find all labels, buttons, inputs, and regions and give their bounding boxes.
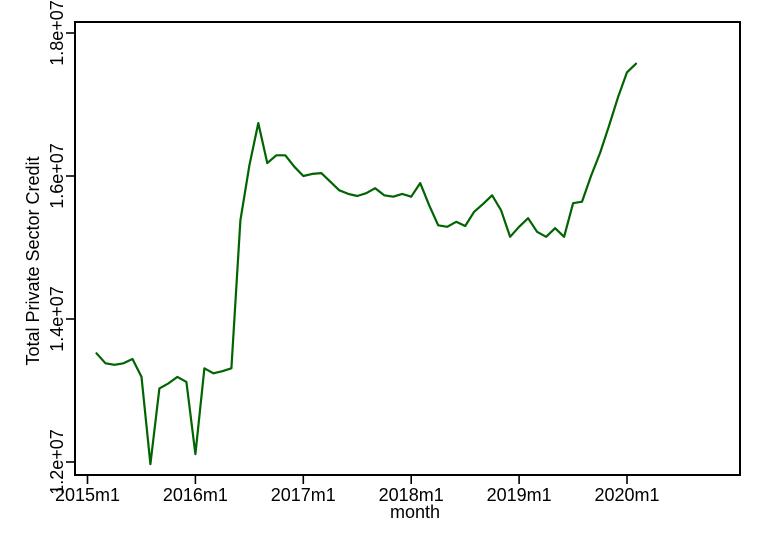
x-tick-label: 2017m1 — [270, 485, 336, 505]
x-tick-label: 2018m1 — [378, 485, 444, 505]
x-tick-label: 2019m1 — [486, 485, 552, 505]
axis-tick-marks — [66, 32, 628, 484]
y-tick-label: 1.8e+07 — [47, 0, 67, 66]
y-axis-title: Total Private Sector Credit — [23, 156, 43, 366]
x-tick-label: 2015m1 — [54, 485, 121, 505]
y-tick-label: 1.4e+07 — [47, 286, 67, 352]
x-tick-label: 2016m1 — [162, 485, 228, 505]
y-tick-label: 1.6e+07 — [47, 143, 67, 209]
x-tick-label: 2020m1 — [594, 485, 660, 505]
plot-border — [74, 21, 741, 476]
credit-line-series — [95, 62, 638, 466]
x-axis-title: month — [389, 502, 441, 522]
